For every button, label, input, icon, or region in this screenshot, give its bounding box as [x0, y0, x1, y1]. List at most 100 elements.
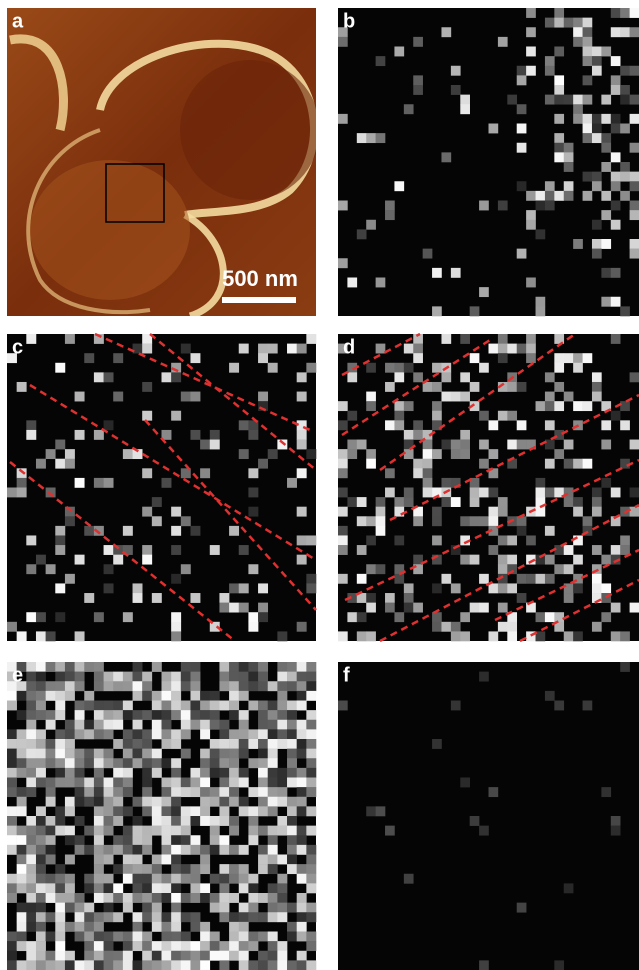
pixel	[65, 883, 75, 893]
pixel	[113, 845, 123, 855]
pixel	[229, 672, 239, 682]
pixel	[94, 758, 104, 768]
pixel	[554, 85, 564, 95]
pixel	[46, 662, 56, 672]
pixel	[84, 797, 94, 807]
pixel	[460, 516, 470, 526]
pixel	[258, 459, 268, 469]
pixel	[268, 768, 278, 778]
pixel	[133, 874, 143, 884]
pixel	[306, 845, 316, 855]
pixel	[277, 701, 287, 711]
pixel	[404, 488, 414, 498]
pixel	[554, 353, 564, 363]
pixel	[142, 951, 152, 961]
pixel	[479, 603, 489, 613]
pixel	[536, 478, 546, 488]
pixel	[489, 631, 499, 641]
pixel	[94, 478, 104, 488]
pixel	[297, 806, 307, 816]
pixel	[65, 672, 75, 682]
pixel	[171, 372, 181, 382]
pixel	[181, 564, 191, 574]
pixel	[526, 535, 536, 545]
pixel	[123, 449, 133, 459]
pixel	[133, 729, 143, 739]
pixel	[441, 478, 451, 488]
pixel	[441, 440, 451, 450]
pixel	[219, 681, 229, 691]
pixel	[620, 85, 630, 95]
pixel	[36, 806, 46, 816]
pixel	[620, 27, 630, 37]
pixel	[123, 768, 133, 778]
pixel	[248, 816, 258, 826]
pixel	[385, 210, 395, 220]
pixel	[277, 662, 287, 672]
pixel	[55, 806, 65, 816]
pixel	[583, 133, 593, 143]
pixel	[123, 672, 133, 682]
pixel	[26, 710, 36, 720]
pixel	[181, 672, 191, 682]
pixel	[171, 622, 181, 632]
pixel	[181, 845, 191, 855]
pixel	[611, 8, 621, 18]
pixel	[268, 758, 278, 768]
pixel	[611, 152, 621, 162]
pixel	[7, 826, 17, 836]
pixel	[248, 739, 258, 749]
pixel	[306, 583, 316, 593]
pixel	[423, 488, 433, 498]
pixel	[229, 701, 239, 711]
pixel	[306, 826, 316, 836]
pixel	[219, 662, 229, 672]
pixel	[17, 941, 27, 951]
pixel	[75, 701, 85, 711]
pixel	[26, 334, 36, 344]
pixel	[84, 526, 94, 536]
pixel	[620, 124, 630, 134]
pixel	[36, 749, 46, 759]
pixel	[297, 960, 307, 970]
pixel	[190, 768, 200, 778]
pixel	[239, 749, 249, 759]
pixel	[171, 768, 181, 778]
pixel	[441, 372, 451, 382]
pixel	[55, 960, 65, 970]
pixel	[190, 672, 200, 682]
pixel	[75, 478, 85, 488]
pixel	[181, 941, 191, 951]
pixel	[113, 701, 123, 711]
pixel	[190, 710, 200, 720]
pixel	[152, 816, 162, 826]
pixel	[104, 912, 114, 922]
pixel	[517, 124, 527, 134]
pixel	[17, 739, 27, 749]
pixel	[573, 27, 583, 37]
pixel	[200, 932, 210, 942]
pixel	[338, 420, 348, 430]
pixel	[46, 720, 56, 730]
pixel	[248, 903, 258, 913]
pixel	[190, 922, 200, 932]
pixel	[258, 612, 268, 622]
pixel	[620, 420, 630, 430]
pixel	[554, 152, 564, 162]
pixel	[17, 787, 27, 797]
pixel	[268, 864, 278, 874]
pixel	[489, 507, 499, 517]
pixel	[306, 363, 316, 373]
pixel	[297, 797, 307, 807]
pixel	[219, 720, 229, 730]
pixel	[460, 612, 470, 622]
pixel	[517, 526, 527, 536]
pixel	[517, 593, 527, 603]
pixel	[200, 797, 210, 807]
pixel	[171, 835, 181, 845]
pixel	[507, 95, 517, 105]
pixel	[404, 874, 414, 884]
pixel	[277, 739, 287, 749]
pixel	[545, 201, 555, 211]
pixel	[583, 353, 593, 363]
